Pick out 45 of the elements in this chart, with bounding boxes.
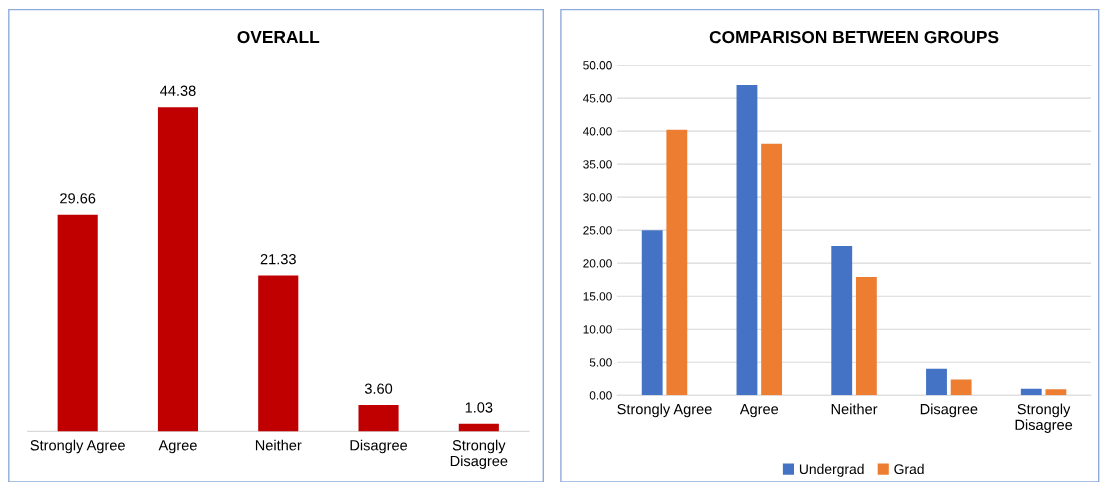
x-tick-label: Strongly Agree [30,439,125,454]
bar [258,275,299,432]
y-tick-label: 10.00 [583,325,612,334]
x-tick-label: Neither [255,439,302,451]
x-tick-label: Agree [158,440,197,454]
x-tick-label: Disagree [350,439,408,454]
y-tick-label: 25.00 [583,226,612,235]
x-tick-label: Neither [831,403,878,415]
bar [157,107,199,432]
y-tick-label: 50.00 [583,61,612,70]
chart-title: COMPARISON BETWEEN GROUPS [709,30,999,44]
y-tick-label: 20.00 [583,259,612,268]
bar [855,277,877,396]
y-tick-label: 0.00 [589,391,612,400]
data-label: 44.38 [160,85,196,96]
legend-label: Undergrad [799,463,864,477]
data-label: 1.03 [465,402,493,413]
bar [666,129,688,396]
bar [458,423,499,432]
y-tick-label: 40.00 [582,127,612,136]
data-label: 29.66 [60,193,96,204]
bar [736,84,758,396]
x-tick-label: Strongly Agree [617,403,712,418]
bar [950,379,972,396]
bar [926,368,947,396]
chart-title: OVERALL [237,30,320,44]
bar [358,405,399,432]
bar [831,246,853,396]
bar [641,230,663,396]
bar [761,143,783,396]
x-tick-label: Strongly Disagree [450,439,508,470]
bar [57,214,98,432]
y-tick-label: 15.00 [583,292,612,301]
bar [1045,389,1067,396]
data-label: 21.33 [260,254,296,265]
y-tick-label: 35.00 [583,160,612,169]
bar [1020,388,1042,396]
x-tick-label: Disagree [920,403,978,418]
y-tick-label: 30.00 [583,193,612,202]
legend-label: Grad [894,463,924,475]
y-tick-label: 45.00 [582,94,612,103]
x-tick-label: Strongly Disagree [1015,403,1073,433]
data-label: 3.60 [364,383,393,394]
y-tick-label: 5.00 [589,358,612,367]
x-tick-label: Agree [739,404,779,418]
